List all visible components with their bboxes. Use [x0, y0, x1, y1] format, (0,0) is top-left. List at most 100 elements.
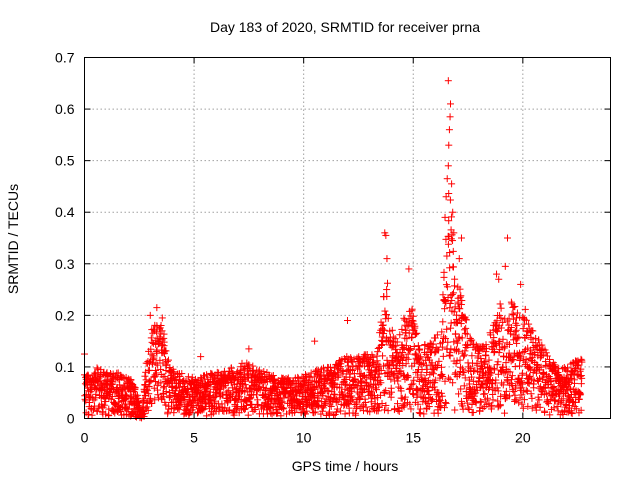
- data-point: [154, 361, 162, 369]
- data-point: [546, 374, 554, 382]
- data-point: [537, 363, 545, 371]
- data-point: [386, 362, 394, 370]
- data-point: [513, 309, 521, 317]
- data-point: [330, 390, 338, 398]
- data-points: [81, 77, 586, 422]
- data-point: [411, 324, 419, 332]
- data-point: [126, 394, 134, 402]
- data-point: [388, 326, 396, 334]
- data-point: [100, 401, 108, 409]
- data-point: [382, 387, 390, 395]
- data-point: [575, 395, 583, 403]
- data-point: [393, 400, 401, 408]
- data-point: [513, 314, 521, 322]
- data-point: [456, 305, 464, 313]
- data-point: [357, 393, 365, 401]
- data-point: [500, 352, 508, 360]
- data-point: [414, 386, 422, 394]
- data-point: [423, 365, 431, 373]
- data-point: [181, 396, 189, 404]
- data-point: [493, 317, 501, 325]
- data-point: [410, 343, 418, 351]
- data-point: [316, 372, 324, 380]
- data-point: [493, 361, 501, 369]
- data-point: [407, 345, 415, 353]
- data-point: [502, 359, 510, 367]
- data-point: [175, 406, 183, 414]
- data-point: [535, 336, 543, 344]
- data-point: [578, 358, 586, 366]
- data-point: [517, 352, 525, 360]
- y-tick-label: 0.4: [55, 204, 75, 220]
- data-point: [380, 388, 388, 396]
- data-point: [123, 392, 131, 400]
- data-point: [441, 398, 449, 406]
- data-point: [249, 362, 257, 370]
- data-point: [146, 378, 154, 386]
- data-point: [443, 325, 451, 333]
- data-point: [444, 338, 452, 346]
- data-point: [505, 353, 513, 361]
- data-point: [142, 376, 150, 384]
- data-point: [459, 405, 467, 413]
- data-point: [546, 411, 554, 419]
- data-point: [400, 403, 408, 411]
- data-point: [455, 335, 463, 343]
- data-point: [88, 411, 96, 419]
- data-point: [351, 375, 359, 383]
- data-point: [349, 395, 357, 403]
- data-point: [511, 362, 519, 370]
- data-point: [114, 375, 122, 383]
- data-point: [513, 321, 521, 329]
- data-point: [457, 292, 465, 300]
- data-point: [577, 365, 585, 373]
- data-point: [464, 404, 472, 412]
- data-point: [551, 396, 559, 404]
- data-point: [497, 324, 505, 332]
- data-point: [402, 342, 410, 350]
- data-point: [392, 342, 400, 350]
- data-point: [466, 334, 474, 342]
- data-point: [409, 312, 417, 320]
- data-point: [437, 363, 445, 371]
- data-point: [232, 405, 240, 413]
- data-point: [453, 339, 461, 347]
- data-point: [310, 409, 318, 417]
- data-point: [444, 240, 452, 248]
- x-tick-label: 0: [81, 430, 89, 446]
- data-point: [512, 382, 520, 390]
- data-point: [462, 316, 470, 324]
- data-point: [354, 394, 362, 402]
- data-point: [543, 376, 551, 384]
- data-point: [509, 355, 517, 363]
- data-point: [280, 404, 288, 412]
- data-point: [484, 394, 492, 402]
- data-point: [455, 347, 463, 355]
- data-point: [375, 404, 383, 412]
- data-point: [457, 234, 465, 242]
- data-point: [532, 406, 540, 414]
- data-point: [463, 341, 471, 349]
- data-point: [536, 403, 544, 411]
- data-point: [252, 391, 260, 399]
- data-point: [477, 355, 485, 363]
- data-point: [102, 398, 110, 406]
- data-point: [379, 352, 387, 360]
- data-point: [489, 396, 497, 404]
- data-point: [131, 384, 139, 392]
- data-point: [493, 384, 501, 392]
- data-point: [440, 333, 448, 341]
- data-point: [439, 372, 447, 380]
- data-point: [456, 293, 464, 301]
- data-point: [382, 231, 390, 239]
- data-point: [140, 395, 148, 403]
- data-point: [491, 366, 499, 374]
- data-point: [505, 340, 513, 348]
- data-point: [382, 401, 390, 409]
- data-point: [361, 378, 369, 386]
- data-point: [572, 405, 580, 413]
- data-point: [147, 350, 155, 358]
- data-point: [145, 366, 153, 374]
- data-point: [509, 315, 517, 323]
- data-point: [157, 379, 165, 387]
